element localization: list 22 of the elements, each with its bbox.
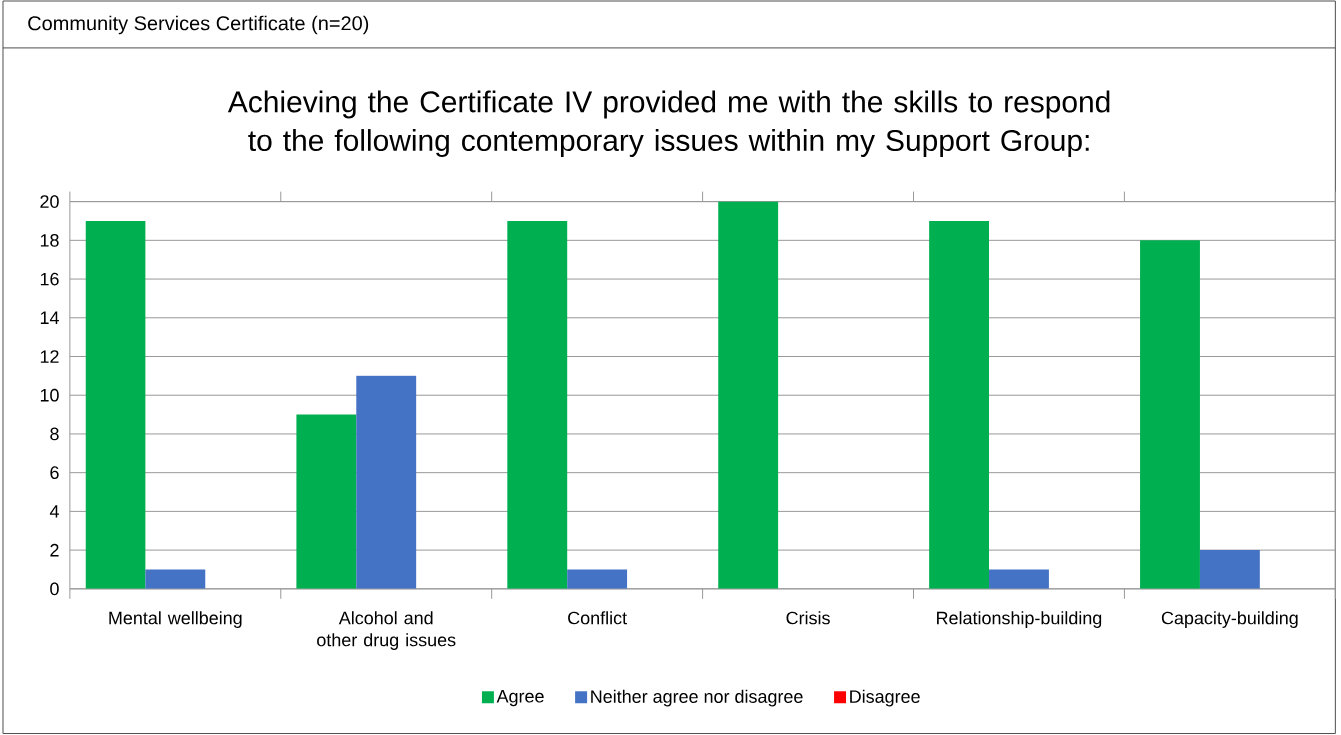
y-tick-label: 0	[50, 582, 59, 596]
y-tick-label: 20	[40, 195, 59, 209]
y-tick-label: 8	[50, 427, 59, 441]
x-tick-label: Capacity-building	[1161, 611, 1298, 629]
y-tick-label: 12	[40, 350, 59, 363]
y-tick-label: 16	[40, 272, 59, 286]
legend-label: Agree	[496, 690, 544, 707]
y-tick-label: 18	[40, 234, 59, 247]
y-tick-label: 2	[50, 544, 59, 557]
y-tick-label: 4	[49, 505, 59, 518]
x-tick-label: Relationship-building	[937, 611, 1102, 629]
legend-label: Neither agree nor disagree	[591, 689, 803, 707]
y-tick-label: 6	[50, 466, 59, 480]
y-tick-label: 14	[40, 311, 59, 325]
chart-title: Achieving the Certificate IV provided me with the skills to respond to the following contemporary issues within my Support Group:	[227, 90, 1110, 158]
text: Community Services Certificate (n=20)	[28, 15, 369, 35]
x-tick-label: Mental wellbeing	[109, 611, 242, 629]
x-tick-label: Conflict	[568, 611, 627, 625]
x-tick-label: Crisis	[786, 611, 830, 625]
legend-label: Disagree	[850, 689, 920, 707]
x-tick-label: Alcohol and other drug issues	[317, 611, 456, 651]
y-tick-label: 10	[40, 389, 59, 402]
